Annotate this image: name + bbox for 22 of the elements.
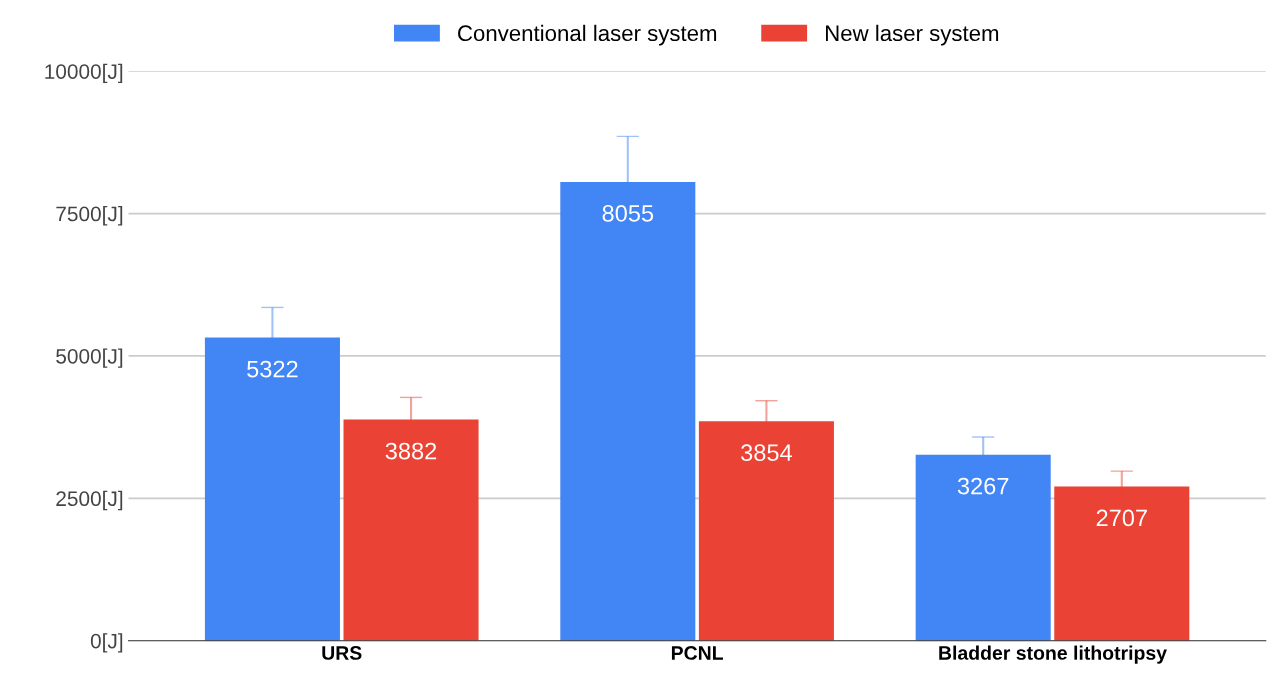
bar	[343, 419, 479, 641]
legend-label: Conventional laser system	[458, 24, 717, 46]
y-tick-label: 7500[J]	[56, 206, 123, 226]
y-tick-label: 10000[J]	[45, 63, 123, 84]
data-label: 3854	[741, 444, 792, 461]
data-label: 3267	[957, 477, 1009, 495]
bar	[1054, 486, 1190, 641]
bar	[204, 337, 340, 641]
y-tick-label: 0[J]	[90, 633, 123, 653]
data-label: 8055	[602, 205, 654, 222]
x-tick-label: URS	[322, 646, 362, 660]
bar	[915, 454, 1051, 641]
bar	[698, 421, 834, 641]
data-label: 2707	[1096, 509, 1147, 527]
legend-label: New laser system	[826, 24, 999, 46]
bar	[560, 181, 696, 641]
x-tick-label: Bladder stone lithotripsy	[939, 645, 1167, 664]
y-tick-label: 5000[J]	[56, 348, 123, 368]
y-tick-label: 2500[J]	[56, 490, 123, 511]
data-label: 5322	[247, 360, 298, 378]
data-label: 3882	[385, 442, 437, 460]
x-tick-label: PCNL	[671, 646, 723, 660]
